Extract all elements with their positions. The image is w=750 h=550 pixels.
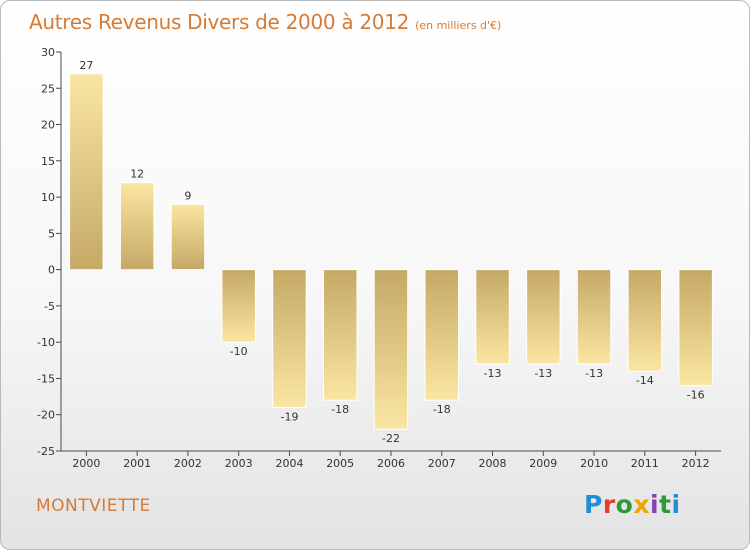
axes-group <box>56 51 721 456</box>
bar-2003 <box>221 269 256 343</box>
labels-group: 27200012200192002-102003-192004-182005-2… <box>37 46 710 470</box>
value-label-2004: -19 <box>281 411 299 424</box>
x-tick-label-2007: 2007 <box>428 457 456 470</box>
bar-2006 <box>373 269 409 430</box>
value-label-2008: -13 <box>484 367 502 380</box>
x-tick-label-2010: 2010 <box>580 457 608 470</box>
logo-letter: i <box>650 490 660 519</box>
x-tick-label-2009: 2009 <box>529 457 557 470</box>
logo-letter: P <box>584 490 603 519</box>
x-tick-label-2006: 2006 <box>377 457 405 470</box>
value-label-2005: -18 <box>331 403 349 416</box>
y-tick-label: 0 <box>48 264 55 277</box>
logo-letter: r <box>602 490 616 519</box>
value-label-2006: -22 <box>382 432 400 445</box>
bar-2010 <box>576 269 612 365</box>
y-tick-label: 20 <box>41 119 55 132</box>
y-tick-label: 5 <box>48 227 55 240</box>
y-tick-label: 25 <box>41 82 55 95</box>
x-tick-label-2008: 2008 <box>479 457 507 470</box>
x-tick-label-2002: 2002 <box>174 457 202 470</box>
x-tick-label-2003: 2003 <box>225 457 253 470</box>
x-tick-label-2001: 2001 <box>123 457 151 470</box>
y-tick-label: -25 <box>37 445 55 458</box>
value-label-2001: 12 <box>130 168 144 181</box>
bar-2009 <box>526 269 561 365</box>
x-tick-label-2011: 2011 <box>631 457 659 470</box>
bar-2005 <box>323 269 358 401</box>
bar-2000 <box>69 73 104 271</box>
x-tick-label-2005: 2005 <box>326 457 354 470</box>
logo-letter: i <box>671 490 681 519</box>
bar-2008 <box>475 269 510 365</box>
y-tick-label: -15 <box>37 373 55 386</box>
value-label-2012: -16 <box>687 389 705 402</box>
bars-group <box>69 73 713 430</box>
value-label-2000: 27 <box>79 59 93 72</box>
bar-2001 <box>119 182 155 271</box>
bar-2007 <box>424 269 459 401</box>
y-tick-label: -5 <box>44 300 55 313</box>
y-tick-label: 10 <box>41 191 55 204</box>
chart-title-unit: (en milliers d'€) <box>415 19 502 32</box>
value-label-2002: 9 <box>184 189 191 202</box>
bar-2004 <box>272 269 307 408</box>
bar-2011 <box>627 269 663 372</box>
bar-2012 <box>678 269 713 387</box>
y-tick-label: 15 <box>41 155 55 168</box>
y-tick-label: -20 <box>37 409 55 422</box>
logo-letter: x <box>633 490 650 519</box>
value-label-2007: -18 <box>433 403 451 416</box>
logo-letter: t <box>659 490 672 519</box>
value-label-2011: -14 <box>636 374 654 387</box>
y-tick-label: -10 <box>37 336 55 349</box>
x-tick-label-2000: 2000 <box>72 457 100 470</box>
value-label-2003: -10 <box>230 345 248 358</box>
proxiti-logo: Proxiti <box>584 490 681 519</box>
x-tick-label-2012: 2012 <box>682 457 710 470</box>
chart-title-main: Autres Revenus Divers de 2000 à 2012 <box>29 10 410 34</box>
x-tick-label-2004: 2004 <box>276 457 304 470</box>
value-label-2010: -13 <box>585 367 603 380</box>
commune-name: MONTVIETTE <box>36 496 151 516</box>
value-label-2009: -13 <box>534 367 552 380</box>
bar-2002 <box>170 203 206 271</box>
y-tick-label: 30 <box>41 46 55 59</box>
logo-letter: o <box>615 490 634 519</box>
chart-title: Autres Revenus Divers de 2000 à 2012 (en … <box>29 10 501 34</box>
